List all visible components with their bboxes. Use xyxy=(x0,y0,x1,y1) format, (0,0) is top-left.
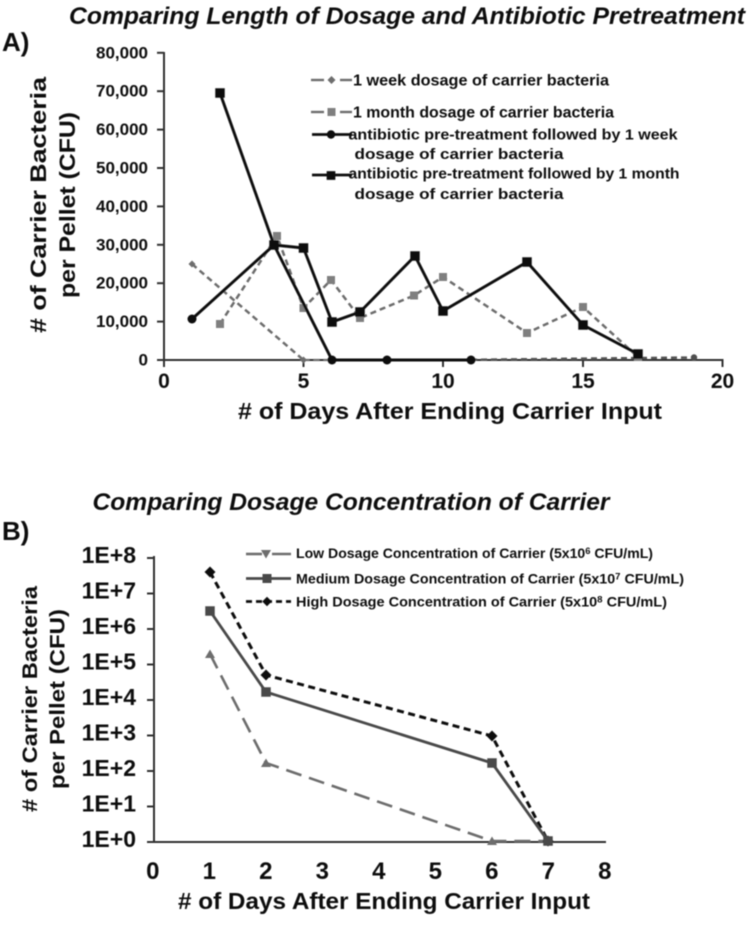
svg-text:40,000: 40,000 xyxy=(96,197,148,216)
svg-text:1E+6: 1E+6 xyxy=(82,613,136,639)
svg-text:15: 15 xyxy=(571,370,595,393)
svg-text:High Dosage Concentration of C: High Dosage Concentration of Carrier (5x… xyxy=(296,595,667,610)
svg-text:antibiotic pre-treatment follo: antibiotic pre-treatment followed by 1 m… xyxy=(349,166,680,183)
svg-text:antibiotic pre-treatment follo: antibiotic pre-treatment followed by 1 w… xyxy=(349,127,679,144)
svg-text:1 week dosage of carrier bacte: 1 week dosage of carrier bacteria xyxy=(353,73,609,90)
svg-text:30,000: 30,000 xyxy=(96,235,148,254)
svg-text:# of Carrier Bacteria: # of Carrier Bacteria xyxy=(19,586,42,812)
svg-text:Medium Dosage Concentration of: Medium Dosage Concentration of Carrier (… xyxy=(296,572,684,587)
svg-text:Low Dosage Concentration of Ca: Low Dosage Concentration of Carrier (5x1… xyxy=(296,546,653,561)
svg-text:0: 0 xyxy=(139,351,148,370)
svg-text:10: 10 xyxy=(431,370,454,393)
svg-text:Comparing Dosage Concentration: Comparing Dosage Concentration of Carrie… xyxy=(93,489,612,516)
svg-text:60,000: 60,000 xyxy=(96,120,148,139)
svg-text:dosage of carrier bacteria: dosage of carrier bacteria xyxy=(355,186,565,203)
svg-text:70,000: 70,000 xyxy=(96,82,148,101)
svg-text:5: 5 xyxy=(298,370,310,393)
svg-text:Comparing Length of Dosage and: Comparing Length of Dosage and Antibioti… xyxy=(69,3,746,30)
svg-text:1E+1: 1E+1 xyxy=(82,791,137,817)
svg-text:1E+7: 1E+7 xyxy=(82,578,136,604)
svg-text:7: 7 xyxy=(542,858,555,885)
svg-text:4: 4 xyxy=(372,858,386,885)
svg-text:# of Carrier Bacteria: # of Carrier Bacteria xyxy=(26,76,51,333)
svg-text:3: 3 xyxy=(316,858,329,885)
svg-text:1 month dosage of carrier bact: 1 month dosage of carrier bacteria xyxy=(353,105,614,122)
svg-text:B): B) xyxy=(2,516,29,546)
svg-text:20,000: 20,000 xyxy=(96,274,148,293)
svg-text:1E+4: 1E+4 xyxy=(82,684,137,710)
svg-text:1E+0: 1E+0 xyxy=(82,826,136,852)
svg-text:# of Days After Ending Carrier: # of Days After Ending Carrier Input xyxy=(238,398,662,424)
svg-text:1: 1 xyxy=(203,858,216,885)
svg-text:0: 0 xyxy=(158,370,170,393)
svg-text:10,000: 10,000 xyxy=(96,312,148,331)
svg-text:per Pellet (CFU): per Pellet (CFU) xyxy=(47,609,70,789)
svg-text:2: 2 xyxy=(259,858,272,885)
svg-text:50,000: 50,000 xyxy=(96,159,148,178)
svg-text:80,000: 80,000 xyxy=(96,43,148,62)
svg-text:A): A) xyxy=(2,27,29,57)
svg-text:5: 5 xyxy=(429,858,442,885)
svg-text:1E+3: 1E+3 xyxy=(82,720,136,746)
svg-text:1E+5: 1E+5 xyxy=(82,649,137,675)
svg-text:per Pellet (CFU): per Pellet (CFU) xyxy=(55,112,80,298)
svg-text:1E+8: 1E+8 xyxy=(82,542,137,568)
svg-text:dosage of carrier bacteria: dosage of carrier bacteria xyxy=(355,146,565,163)
svg-text:0: 0 xyxy=(146,858,159,885)
svg-text:# of Days After Ending Carrier: # of Days After Ending Carrier Input xyxy=(178,888,590,914)
svg-text:6: 6 xyxy=(485,858,498,885)
svg-text:20: 20 xyxy=(711,370,734,393)
svg-text:8: 8 xyxy=(598,858,611,885)
svg-text:1E+2: 1E+2 xyxy=(82,755,136,781)
